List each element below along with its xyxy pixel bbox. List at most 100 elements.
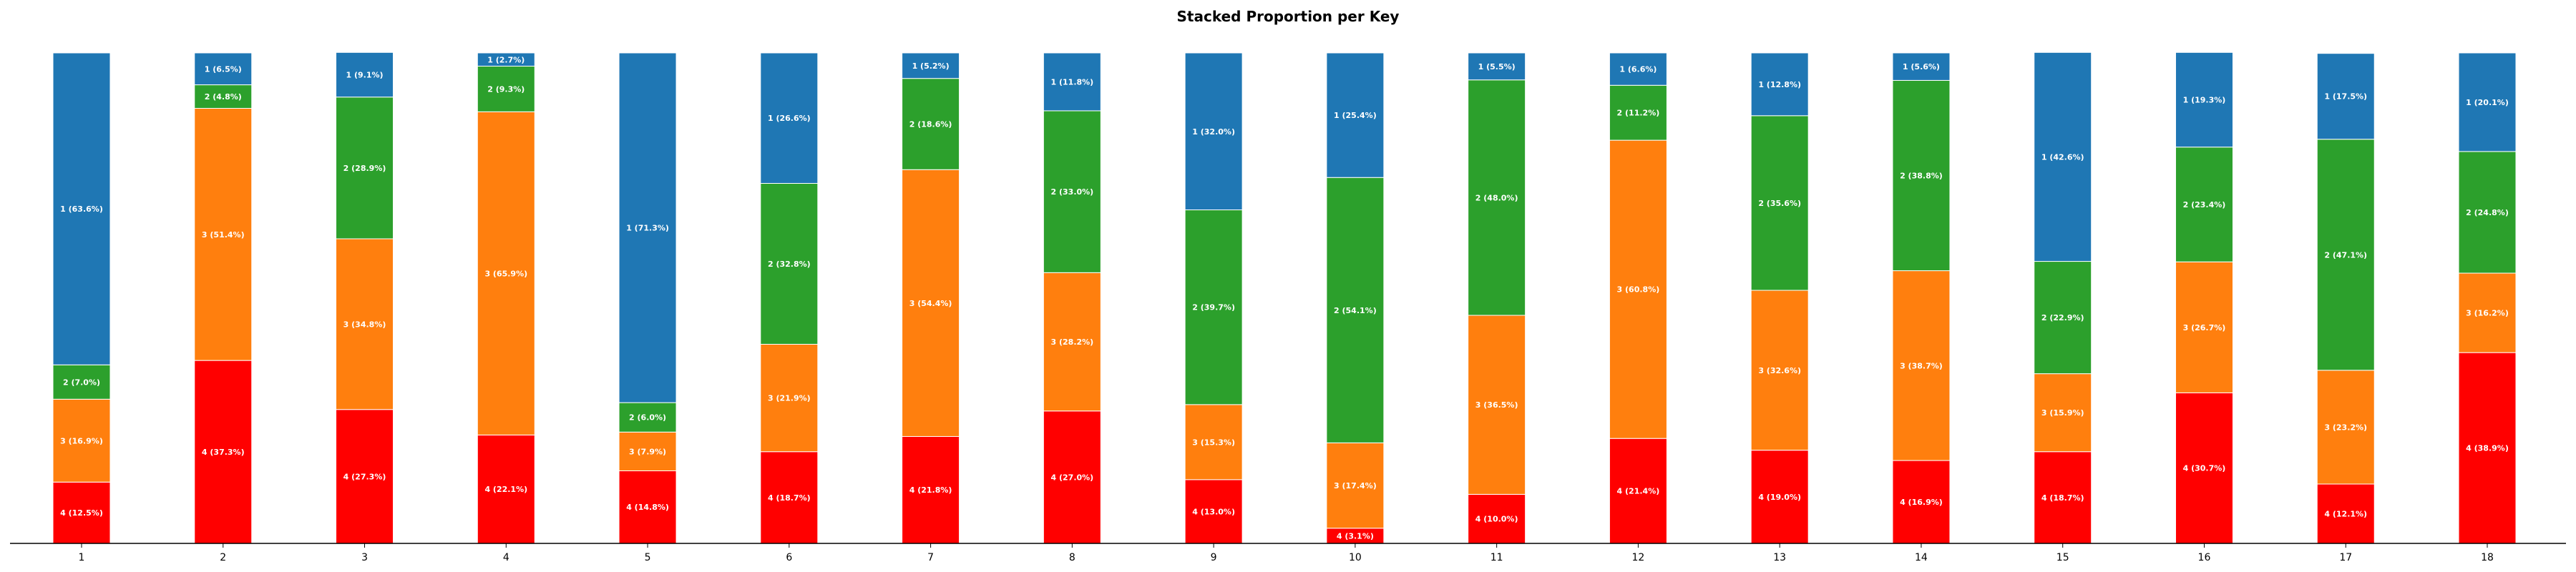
segment-label-13-4: 4 (19.0%) — [1758, 493, 1801, 502]
segment-label-9-2: 2 (39.7%) — [1192, 303, 1235, 312]
bar-segment-15-4 — [2034, 451, 2092, 544]
segment-label-3-1: 1 (9.1%) — [346, 71, 384, 80]
x-tick-label-12: 12 — [1631, 552, 1644, 563]
bar-segment-8-4 — [1043, 410, 1101, 544]
x-tick-label-4: 4 — [503, 552, 509, 563]
segment-label-15-2: 2 (22.9%) — [2041, 313, 2084, 322]
segment-label-6-2: 2 (32.8%) — [768, 260, 811, 269]
segment-label-2-4: 4 (37.3%) — [202, 448, 245, 457]
segment-label-6-4: 4 (18.7%) — [768, 493, 811, 503]
bar-segment-10-2 — [1326, 177, 1385, 443]
bar-segment-15-1 — [2034, 51, 2092, 262]
bars-layer: 4 (12.5%) 3 (16.9%) 2 (7.0%) 1 (63.6%) 4 (37… — [52, 51, 2517, 544]
segment-label-8-2: 2 (33.0%) — [1051, 187, 1094, 197]
segment-label-1-1: 1 (63.6%) — [60, 204, 103, 214]
bar-segment-2-2 — [194, 84, 253, 109]
bar-segment-16-1 — [2175, 51, 2233, 148]
segment-label-3-2: 2 (28.9%) — [343, 164, 386, 173]
segment-label-8-1: 1 (11.8%) — [1051, 77, 1094, 87]
bar-segment-8-1 — [1043, 52, 1101, 112]
bar-segment-11-3 — [1468, 315, 1526, 495]
segment-label-5-1: 1 (71.3%) — [626, 224, 669, 233]
segment-label-13-3: 3 (32.6%) — [1758, 366, 1801, 375]
x-tick-label-7: 7 — [927, 552, 934, 563]
bar-segment-13-4 — [1750, 450, 1809, 544]
bar-segment-17-1 — [2316, 53, 2375, 140]
x-tick-label-6: 6 — [786, 552, 792, 563]
x-tick-label-14: 14 — [1915, 552, 1928, 563]
segment-label-8-3: 3 (28.2%) — [1051, 337, 1094, 347]
segment-label-5-2: 2 (6.0%) — [629, 413, 666, 423]
segment-label-2-2: 2 (4.8%) — [205, 92, 242, 102]
bar-segment-15-2 — [2034, 261, 2092, 375]
x-tick-label-1: 1 — [79, 552, 85, 563]
bar-segment-9-1 — [1184, 52, 1243, 211]
segment-label-2-3: 3 (51.4%) — [202, 230, 245, 240]
bar-segment-13-1 — [1750, 52, 1809, 117]
segment-label-12-3: 3 (60.8%) — [1617, 285, 1660, 295]
segment-label-4-1: 1 (2.7%) — [487, 55, 525, 64]
bar-segment-18-3 — [2458, 272, 2517, 353]
segment-label-10-4: 4 (3.1%) — [1337, 531, 1374, 541]
bar-segment-1-4 — [52, 481, 111, 544]
segment-label-10-2: 2 (54.1%) — [1334, 306, 1377, 315]
x-tick-label-17: 17 — [2339, 552, 2352, 563]
bar-segment-3-1 — [336, 51, 394, 98]
bar-segment-14-3 — [1892, 270, 1951, 461]
segment-label-17-1: 1 (17.5%) — [2324, 92, 2367, 102]
bar-segment-17-3 — [2316, 370, 2375, 485]
bar-segment-7-1 — [902, 52, 960, 79]
x-tick-label-9: 9 — [1211, 552, 1217, 563]
bar-segment-4-2 — [477, 66, 535, 112]
bar-segment-12-3 — [1609, 139, 1667, 439]
bar-segment-13-2 — [1750, 115, 1809, 291]
x-tick-label-2: 2 — [220, 552, 226, 563]
segment-label-11-4: 4 (10.0%) — [1475, 515, 1518, 524]
bar-segment-16-3 — [2175, 261, 2233, 393]
segment-label-7-2: 2 (18.6%) — [909, 119, 952, 129]
segment-label-14-3: 3 (38.7%) — [1900, 361, 1943, 370]
segment-label-17-2: 2 (47.1%) — [2324, 250, 2367, 260]
segment-label-18-1: 1 (20.1%) — [2466, 98, 2509, 107]
bar-segment-6-4 — [760, 451, 819, 544]
segment-label-7-3: 3 (54.4%) — [909, 299, 952, 308]
segment-label-9-3: 3 (15.3%) — [1192, 438, 1235, 447]
x-tick-label-3: 3 — [361, 552, 368, 563]
segment-label-4-4: 4 (22.1%) — [484, 485, 527, 494]
segment-label-12-1: 1 (6.6%) — [1619, 65, 1657, 74]
segment-label-16-3: 3 (26.7%) — [2183, 323, 2226, 332]
chart-title: Stacked Proportion per Key — [1177, 8, 1400, 25]
segment-label-7-4: 4 (21.8%) — [909, 485, 952, 495]
x-tick-label-16: 16 — [2198, 552, 2211, 563]
bar-segment-9-2 — [1184, 209, 1243, 405]
bar-segment-1-3 — [52, 398, 111, 483]
x-tick-label-18: 18 — [2481, 552, 2494, 563]
bar-segment-3-2 — [336, 97, 394, 240]
bar-segment-14-1 — [1892, 52, 1951, 81]
segment-label-18-4: 4 (38.9%) — [2466, 444, 2509, 453]
bar-segment-14-4 — [1892, 460, 1951, 544]
segment-label-14-2: 2 (38.8%) — [1900, 172, 1943, 181]
segment-label-12-2: 2 (11.2%) — [1617, 109, 1660, 118]
bar-segment-7-3 — [902, 169, 960, 437]
bar-segment-11-1 — [1468, 52, 1526, 81]
segment-label-6-1: 1 (26.6%) — [768, 114, 811, 123]
segment-label-1-4: 4 (12.5%) — [60, 508, 103, 518]
segment-label-14-4: 4 (16.9%) — [1900, 498, 1943, 507]
segment-label-8-4: 4 (27.0%) — [1051, 473, 1094, 482]
segment-label-10-3: 3 (17.4%) — [1334, 481, 1377, 490]
segment-label-15-4: 4 (18.7%) — [2041, 493, 2084, 503]
bar-segment-11-4 — [1468, 493, 1526, 544]
segment-label-16-4: 4 (30.7%) — [2183, 464, 2226, 473]
segment-label-4-2: 2 (9.3%) — [487, 84, 525, 94]
segment-label-5-3: 3 (7.9%) — [629, 447, 666, 456]
segment-label-2-1: 1 (6.5%) — [205, 64, 242, 74]
segment-label-10-1: 1 (25.4%) — [1334, 111, 1377, 120]
segment-label-18-3: 3 (16.2%) — [2466, 309, 2509, 318]
bar-segment-2-3 — [194, 108, 253, 361]
segment-label-3-3: 3 (34.8%) — [343, 320, 386, 329]
bar-segment-9-4 — [1184, 479, 1243, 544]
x-tick-label-8: 8 — [1069, 552, 1075, 563]
bar-segment-7-2 — [902, 78, 960, 170]
segment-label-6-3: 3 (21.9%) — [768, 394, 811, 403]
